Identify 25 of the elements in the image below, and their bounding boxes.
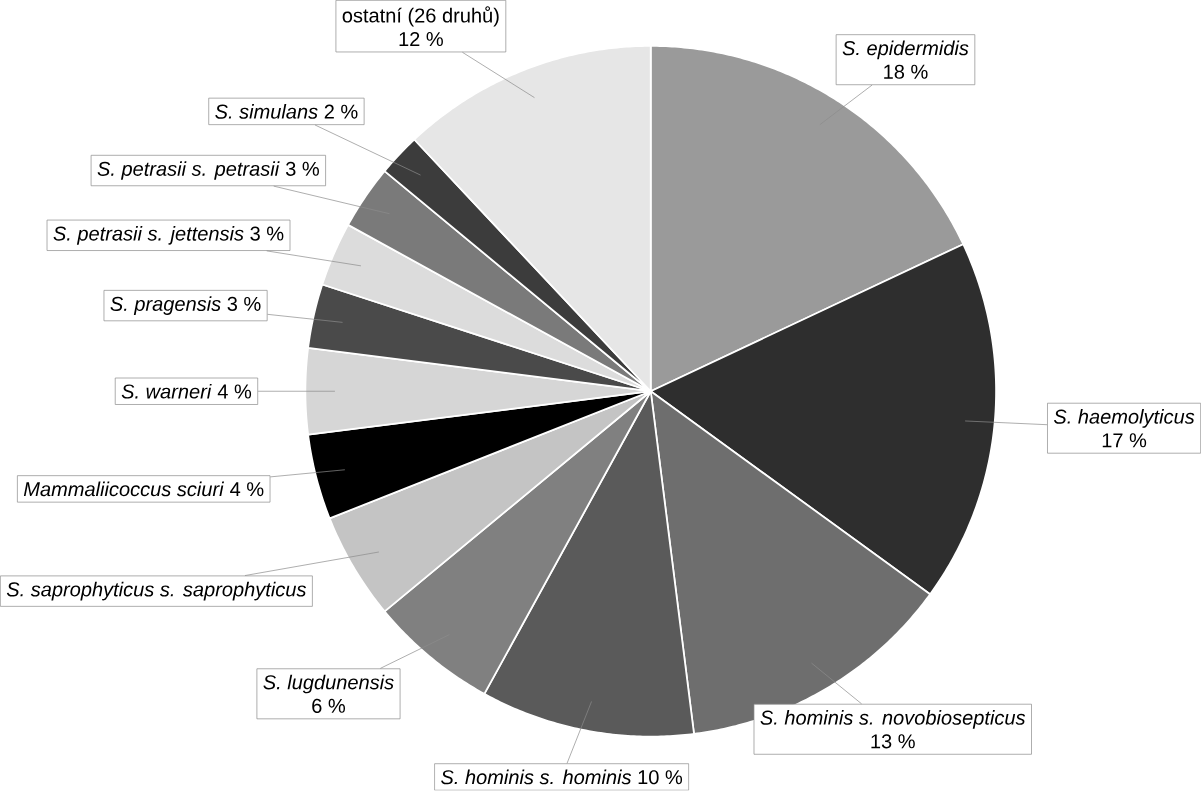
slice-label: S. epidermidis [842, 40, 969, 60]
slice-label: S. pragensis [110, 296, 221, 316]
data-label: 10 % [638, 770, 683, 785]
slice-label: S. warneri [121, 384, 212, 399]
data-label: 3 % [250, 226, 284, 241]
data-label: 18 % [884, 64, 928, 80]
slice-label: S. hominis s. novobiosepticus [760, 710, 1026, 729]
slice-label: S. hominis s. hominis [441, 769, 632, 785]
slice-label: S. simulans [215, 104, 318, 119]
slice-label: Mammaliicoccus sciuri [23, 481, 225, 497]
data-label: 3 % [227, 297, 261, 312]
slice-label: S. lugdunensis [263, 674, 394, 694]
data-label: 4 % [217, 384, 252, 399]
slice-label: S. haemolyticus [1053, 409, 1195, 428]
data-label: 3 % [285, 161, 319, 177]
data-label: 12 % [399, 32, 443, 47]
data-label: 4 % [230, 482, 264, 497]
data-label: 17 % [1102, 433, 1147, 448]
slice-label: ostatní (26 druhů) [342, 6, 499, 27]
slice-label: S. petrasii s. petrasii [97, 161, 280, 181]
data-label: 6 % [312, 698, 346, 714]
data-label: 13 % [871, 734, 915, 749]
data-label: 2 % [324, 104, 358, 119]
slice-label: S. petrasii s. jettensis [53, 226, 244, 245]
slice-label: S. saprophyticus s. saprophyticus [6, 582, 307, 601]
